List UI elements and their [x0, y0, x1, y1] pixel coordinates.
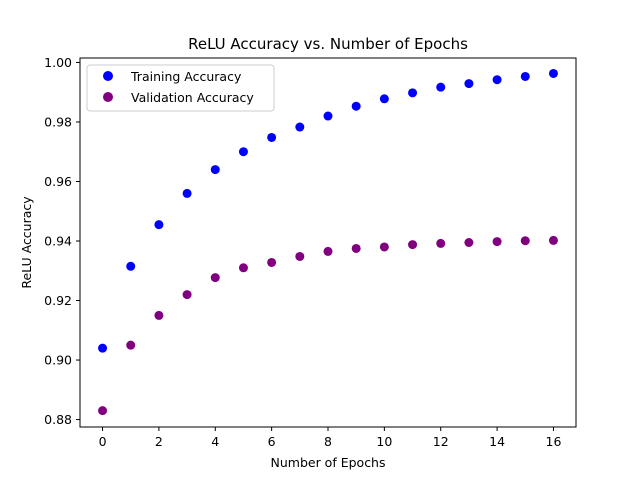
validation-point-16: [548, 235, 558, 245]
x-axis: 0 2 4 6 8 10 12 14 16: [99, 427, 562, 449]
x-tick-label-10: 10: [376, 434, 392, 449]
validation-point-5: [238, 263, 248, 273]
validation-point-8: [323, 246, 333, 256]
training-point-12: [436, 82, 446, 92]
validation-point-3: [182, 290, 192, 300]
training-point-1: [126, 261, 136, 271]
training-point-6: [267, 132, 277, 142]
x-tick-label-14: 14: [489, 434, 505, 449]
x-axis-label: Number of Epochs: [271, 455, 386, 470]
validation-point-13: [464, 238, 474, 247]
validation-point-15: [520, 236, 530, 246]
legend-label-training: Training Accuracy: [130, 69, 242, 84]
legend-marker-training: [103, 71, 113, 81]
training-point-15: [520, 71, 530, 81]
y-tick-label-0.96: 0.96: [44, 174, 72, 189]
x-tick-label-4: 4: [211, 434, 219, 449]
training-point-2: [154, 220, 164, 230]
training-point-3: [182, 188, 192, 198]
training-point-14: [492, 75, 502, 85]
y-tick-label-0.88: 0.88: [44, 412, 72, 427]
training-point-5: [238, 147, 248, 157]
y-tick-label-0.94: 0.94: [44, 234, 72, 249]
x-tick-label-2: 2: [155, 434, 163, 449]
y-tick-label-1.00: 1.00: [44, 55, 72, 70]
training-point-4: [210, 165, 220, 175]
validation-point-11: [408, 240, 418, 250]
x-tick-label-16: 16: [546, 434, 562, 449]
legend-label-validation: Validation Accuracy: [131, 90, 254, 105]
training-point-7: [295, 122, 305, 132]
training-point-0: [98, 343, 108, 353]
legend-marker-validation: [103, 92, 113, 102]
validation-point-7: [295, 251, 305, 261]
legend-box: [86, 64, 275, 112]
validation-point-1: [126, 340, 136, 350]
validation-point-4: [210, 273, 220, 283]
y-axis-label: ReLU Accuracy: [19, 196, 34, 289]
validation-point-6: [267, 257, 277, 267]
y-axis: 0.88 0.90 0.92 0.94 0.96 0.98 1.00: [44, 55, 80, 427]
x-tick-label-12: 12: [433, 434, 449, 449]
training-point-13: [464, 79, 474, 89]
training-point-16: [548, 68, 558, 78]
training-point-9: [351, 101, 361, 111]
y-tick-label-0.98: 0.98: [44, 114, 72, 129]
chart-title: ReLU Accuracy vs. Number of Epochs: [188, 35, 468, 53]
legend: Training Accuracy Validation Accuracy: [86, 64, 275, 112]
x-tick-label-0: 0: [99, 434, 107, 449]
validation-point-9: [351, 243, 361, 253]
validation-point-2: [154, 310, 164, 320]
x-tick-label-8: 8: [324, 434, 332, 449]
validation-point-0: [98, 406, 108, 416]
training-point-11: [408, 88, 418, 98]
y-tick-label-0.90: 0.90: [44, 353, 72, 368]
y-tick-label-0.92: 0.92: [44, 293, 72, 308]
validation-point-14: [492, 237, 502, 247]
validation-point-10: [379, 242, 389, 252]
validation-point-12: [436, 238, 446, 248]
data-points: [98, 68, 558, 416]
training-point-10: [379, 94, 389, 104]
training-point-8: [323, 111, 333, 121]
x-tick-label-6: 6: [268, 434, 276, 449]
